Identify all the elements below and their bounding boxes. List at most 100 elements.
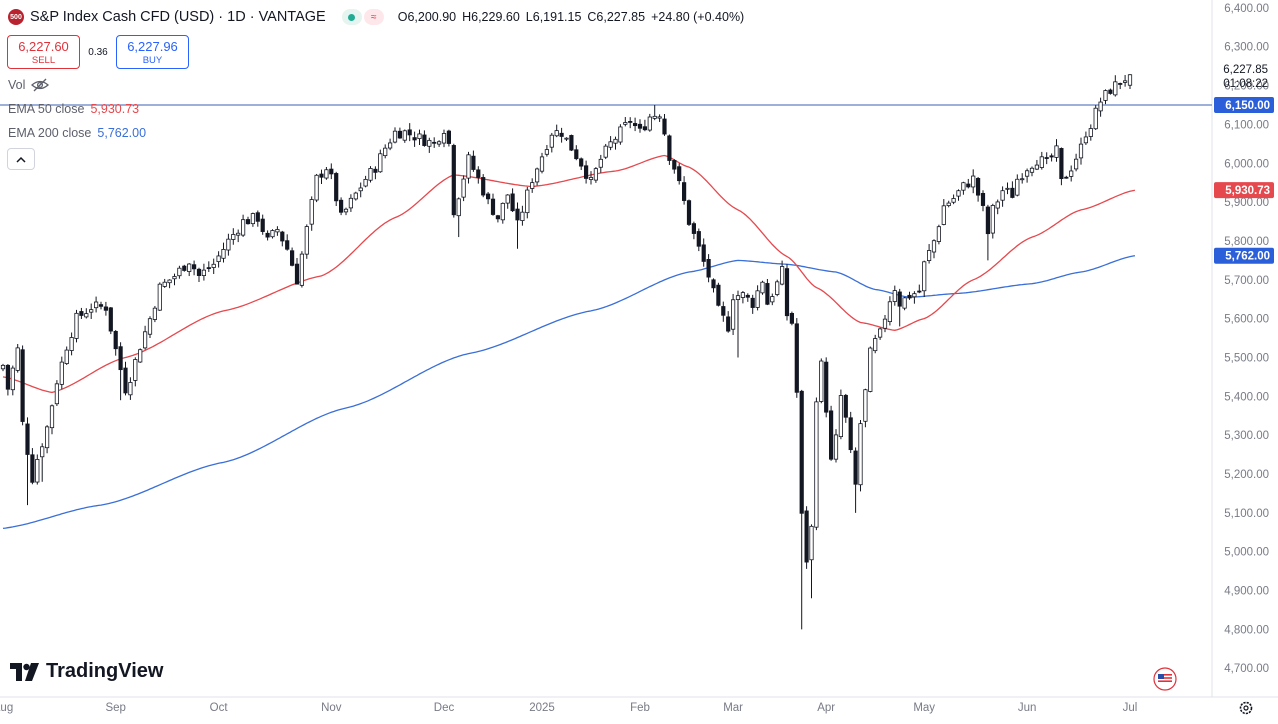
- candle-body[interactable]: [946, 202, 951, 207]
- candle-body[interactable]: [838, 395, 844, 438]
- candle-body[interactable]: [711, 279, 716, 289]
- ema50-line[interactable]: [2, 154, 1136, 394]
- candle-body[interactable]: [74, 312, 79, 339]
- candle-body[interactable]: [187, 263, 192, 272]
- candle-body[interactable]: [1088, 128, 1093, 137]
- candle-body[interactable]: [515, 208, 520, 221]
- candle-body[interactable]: [873, 338, 878, 352]
- candle-body[interactable]: [505, 194, 510, 204]
- candle-body[interactable]: [961, 182, 966, 191]
- candle-body[interactable]: [94, 301, 99, 309]
- candle-body[interactable]: [917, 290, 922, 293]
- candle-body[interactable]: [564, 137, 569, 140]
- candle-body[interactable]: [574, 149, 579, 160]
- candle-body[interactable]: [603, 145, 608, 158]
- candle-body[interactable]: [196, 268, 202, 276]
- candle-body[interactable]: [706, 258, 711, 278]
- candle-body[interactable]: [535, 168, 540, 183]
- candle-body[interactable]: [1029, 167, 1035, 173]
- hline-price-badge[interactable]: 6,150.00: [1225, 100, 1270, 112]
- candle-body[interactable]: [162, 281, 167, 287]
- candle-body[interactable]: [378, 153, 383, 173]
- candle-body[interactable]: [368, 168, 373, 181]
- candle-body[interactable]: [1103, 90, 1108, 101]
- candle-body[interactable]: [392, 130, 398, 143]
- candle-body[interactable]: [691, 223, 697, 234]
- candle-body[interactable]: [878, 328, 883, 338]
- candle-body[interactable]: [5, 364, 10, 390]
- candle-body[interactable]: [902, 297, 907, 309]
- candle-body[interactable]: [118, 346, 123, 371]
- candle-body[interactable]: [216, 255, 221, 263]
- candle-body[interactable]: [358, 187, 363, 192]
- candle-body[interactable]: [255, 212, 260, 222]
- candle-body[interactable]: [559, 132, 564, 137]
- candle-body[interactable]: [500, 202, 505, 221]
- candle-body[interactable]: [20, 349, 25, 422]
- candle-body[interactable]: [206, 267, 211, 270]
- candle-body[interactable]: [1000, 190, 1005, 201]
- candle-body[interactable]: [59, 361, 64, 385]
- candle-body[interactable]: [25, 423, 30, 455]
- candle-body[interactable]: [549, 134, 554, 148]
- candle-body[interactable]: [853, 450, 858, 485]
- candle-body[interactable]: [1113, 81, 1118, 96]
- candle-body[interactable]: [912, 293, 917, 298]
- candle-body[interactable]: [108, 307, 113, 332]
- candle-body[interactable]: [897, 291, 902, 307]
- candle-body[interactable]: [152, 307, 157, 320]
- candle-body[interactable]: [755, 290, 760, 308]
- candle-body[interactable]: [147, 318, 153, 335]
- candle-body[interactable]: [956, 190, 961, 197]
- candle-body[interactable]: [525, 189, 530, 214]
- candle-body[interactable]: [441, 133, 447, 144]
- candle-body[interactable]: [628, 121, 633, 123]
- candle-body[interactable]: [882, 318, 888, 329]
- ema200-price-badge[interactable]: 5,762.00: [1225, 251, 1270, 263]
- candle-body[interactable]: [485, 193, 491, 200]
- candle-body[interactable]: [294, 263, 300, 285]
- chart-title[interactable]: S&P Index Cash CFD (USD) · 1D · VANTAGE: [30, 9, 326, 25]
- candle-body[interactable]: [637, 123, 643, 129]
- candle-body[interactable]: [740, 292, 746, 298]
- candle-body[interactable]: [995, 201, 1000, 209]
- candle-body[interactable]: [236, 232, 241, 236]
- candle-body[interactable]: [69, 337, 74, 351]
- candle-body[interactable]: [642, 126, 648, 131]
- candle-body[interactable]: [907, 294, 912, 299]
- candle-body[interactable]: [221, 249, 226, 259]
- candle-body[interactable]: [451, 145, 456, 216]
- candle-body[interactable]: [682, 182, 687, 201]
- candle-body[interactable]: [598, 158, 603, 168]
- candle-body[interactable]: [985, 206, 991, 235]
- candle-body[interactable]: [79, 311, 84, 316]
- volume-legend[interactable]: Vol: [8, 78, 50, 92]
- candle-body[interactable]: [1015, 178, 1020, 196]
- candle-body[interactable]: [1083, 136, 1088, 144]
- candle-body[interactable]: [138, 349, 143, 363]
- candle-body[interactable]: [304, 226, 309, 255]
- candle-body[interactable]: [481, 177, 486, 196]
- candle-body[interactable]: [833, 434, 839, 460]
- candle-body[interactable]: [814, 401, 819, 528]
- candle-body[interactable]: [530, 182, 535, 189]
- candle-body[interactable]: [892, 290, 897, 302]
- candle-body[interactable]: [1005, 187, 1010, 190]
- market-status-icon[interactable]: [341, 9, 362, 25]
- candle-body[interactable]: [520, 211, 525, 221]
- candle-body[interactable]: [829, 410, 834, 460]
- candle-body[interactable]: [334, 173, 339, 202]
- candle-body[interactable]: [446, 130, 452, 144]
- candle-body[interactable]: [868, 347, 873, 392]
- candle-body[interactable]: [84, 313, 89, 318]
- candle-body[interactable]: [314, 174, 319, 201]
- candle-body[interactable]: [657, 116, 662, 119]
- candle-body[interactable]: [824, 361, 829, 413]
- candle-body[interactable]: [662, 118, 667, 135]
- candle-body[interactable]: [780, 266, 785, 285]
- candle-body[interactable]: [285, 240, 290, 250]
- candle-body[interactable]: [383, 147, 388, 157]
- candle-body[interactable]: [319, 173, 324, 178]
- candle-body[interactable]: [667, 135, 672, 161]
- candle-body[interactable]: [647, 116, 652, 131]
